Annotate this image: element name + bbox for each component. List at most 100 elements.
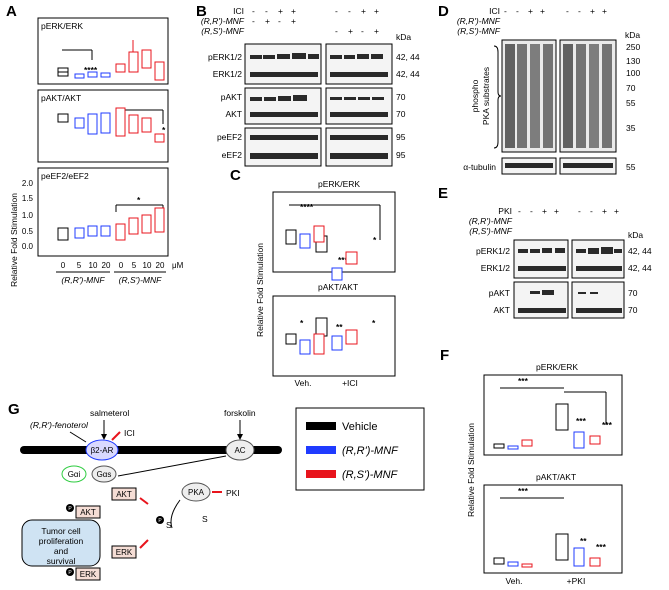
svg-text:(R,S')-MNF: (R,S')-MNF [469,226,513,236]
svg-text:+: + [361,6,366,16]
svg-text:ERK: ERK [80,570,97,579]
svg-text:α-tubulin: α-tubulin [463,162,496,172]
svg-text:*: * [162,125,166,135]
panel-a-sig: **** [84,65,98,75]
svg-text:130: 130 [626,56,640,66]
svg-text:pAKT/AKT: pAKT/AKT [318,282,358,292]
panel-g-diagram: salmeterol (R,R')-fenoterol forskolin β2… [20,408,282,581]
svg-text:ERK: ERK [116,548,133,557]
svg-text:Tumor cell: Tumor cell [41,526,80,536]
svg-text:S: S [202,514,208,524]
svg-text:***: *** [576,416,587,426]
svg-text:1.5: 1.5 [22,194,34,203]
svg-text:+: + [602,6,607,16]
svg-text:5: 5 [77,261,82,270]
svg-text:*: * [137,195,141,205]
svg-text:10: 10 [143,261,152,270]
svg-text:-: - [516,6,519,16]
panel-c-sub2: pAKT/AKT * ** * [272,282,396,377]
svg-text:+: + [554,206,559,216]
panel-d-header: ICI (R,R')-MNF (R,S')-MNF -- + + -- + + kD… [457,6,641,40]
panel-a-pAKT: pAKT/AKT * [37,89,169,163]
svg-text:42, 44: 42, 44 [628,246,652,256]
svg-text:pERK1/2: pERK1/2 [208,52,242,62]
svg-text:+: + [291,16,296,26]
panel-c-ylabel: Relative Fold Stimulation [255,243,265,337]
panel-d-label: D [438,3,449,20]
svg-text:20: 20 [102,261,111,270]
svg-text:PKA: PKA [188,488,205,497]
panel-c-sub1: pERK/ERK **** * *** [272,179,396,281]
svg-text:55: 55 [626,162,636,172]
svg-text:pERK1/2: pERK1/2 [476,246,510,256]
svg-text:95: 95 [396,132,406,142]
svg-text:+: + [291,6,296,16]
svg-text:+: + [278,6,283,16]
svg-text:forskolin: forskolin [224,408,256,418]
svg-text:AC: AC [234,446,245,455]
svg-text:-: - [504,6,507,16]
svg-text:+: + [540,6,545,16]
svg-text:eEF2: eEF2 [222,150,243,160]
svg-text:β2-AR: β2-AR [91,446,114,455]
panel-a-sub2-title: pAKT/AKT [41,93,81,103]
svg-text:250: 250 [626,42,640,52]
svg-text:(R,S')-MNF: (R,S')-MNF [201,26,245,36]
svg-text:+: + [374,26,379,36]
panel-a-pERK: pERK/ERK **** [37,17,169,85]
panel-f-x1: Veh. [505,576,522,586]
panel-b-label: B [196,3,207,20]
svg-text:(R,R')-MNF: (R,R')-MNF [201,16,245,26]
svg-text:AKT: AKT [225,109,242,119]
svg-text:pERK/ERK: pERK/ERK [318,179,360,189]
svg-text:-: - [252,6,255,16]
svg-text:AKT: AKT [116,490,132,499]
panel-f-x2: +PKI [567,576,586,586]
svg-text:P: P [68,506,72,512]
panel-d-side-1: phospho [470,79,480,112]
svg-text:+: + [348,26,353,36]
panel-e-blots [513,239,625,319]
svg-text:+: + [542,206,547,216]
svg-text:+: + [528,6,533,16]
panel-e-header: PKI (R,R')-MNF (R,S')-MNF -- + + -- + + kD… [469,206,644,240]
svg-text:ERK1/2: ERK1/2 [213,69,243,79]
panel-c-label: C [230,167,241,184]
svg-text:-: - [578,6,581,16]
svg-text:*: * [373,235,377,245]
svg-text:42, 44: 42, 44 [396,52,420,62]
svg-text:ICI: ICI [233,6,244,16]
svg-text:-: - [278,16,281,26]
legend: Vehicle (R,R')-MNF (R,S')-MNF [295,407,425,491]
svg-text:-: - [361,26,364,36]
panel-b-blots [244,43,393,167]
svg-text:+: + [590,6,595,16]
svg-text:kDa: kDa [625,30,640,40]
svg-text:-: - [335,6,338,16]
svg-text:salmeterol: salmeterol [90,408,129,418]
svg-text:***: *** [518,486,529,496]
svg-text:1.0: 1.0 [22,211,34,220]
svg-text:PKI: PKI [226,488,240,498]
svg-text:100: 100 [626,68,640,78]
svg-text:*: * [300,318,304,328]
svg-text:kDa: kDa [628,230,643,240]
svg-text:+: + [614,206,619,216]
svg-text:-: - [530,206,533,216]
svg-text:-: - [518,206,521,216]
panel-a-rs: (R,S')-MNF [119,275,163,285]
panel-f-sub2: pAKT/AKT *** ** *** [483,472,623,574]
svg-text:pAKT: pAKT [489,288,510,298]
panel-a-ylabel: Relative Fold Stimulation [9,193,19,287]
svg-text:70: 70 [396,92,406,102]
svg-text:0.0: 0.0 [22,242,34,251]
svg-text:2.0: 2.0 [22,179,34,188]
svg-text:0: 0 [119,261,124,270]
svg-text:****: **** [300,202,314,212]
panel-e-label: E [438,185,448,202]
svg-text:AKT: AKT [493,305,510,315]
svg-text:P: P [68,570,72,576]
svg-text:70: 70 [628,305,638,315]
svg-text:Gαs: Gαs [97,470,112,479]
